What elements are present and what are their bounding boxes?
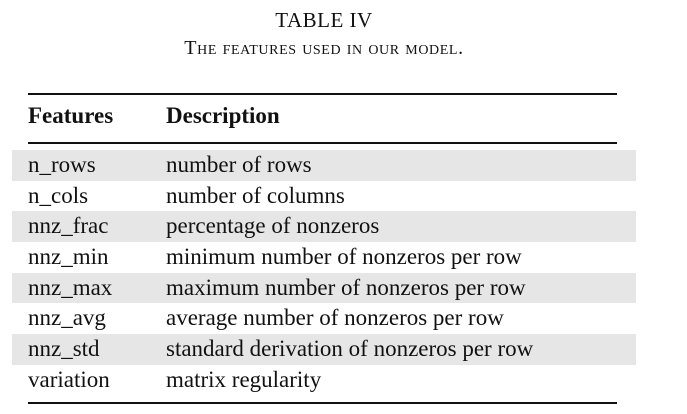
table-row: nnz_std standard derivation of nonzeros … bbox=[12, 334, 636, 365]
table-row: nnz_max maximum number of nonzeros per r… bbox=[12, 272, 636, 304]
feature-cell: nnz_min bbox=[28, 244, 109, 270]
table-row: n_rows number of rows bbox=[12, 150, 636, 181]
bottom-rule bbox=[28, 402, 617, 404]
feature-cell: nnz_std bbox=[28, 336, 100, 362]
feature-cell: nnz_avg bbox=[28, 305, 106, 331]
description-cell: maximum number of nonzeros per row bbox=[166, 274, 526, 300]
description-cell: standard derivation of nonzeros per row bbox=[166, 336, 534, 362]
description-cell: percentage of nonzeros bbox=[166, 213, 380, 239]
feature-cell: nnz_max bbox=[28, 274, 113, 300]
feature-cell: nnz_frac bbox=[28, 213, 109, 239]
description-column-header: Description bbox=[166, 103, 280, 128]
table-caption: The features used in our model. bbox=[184, 37, 464, 59]
description-cell: number of columns bbox=[166, 182, 345, 208]
table-body: n_rows number of rows n_cols number of c… bbox=[12, 150, 636, 396]
table-row: n_cols number of columns bbox=[12, 181, 636, 212]
table-row: nnz_frac percentage of nonzeros bbox=[12, 211, 636, 243]
description-cell: average number of nonzeros per row bbox=[166, 305, 504, 331]
feature-cell: n_rows bbox=[28, 152, 96, 177]
table-row: nnz_avg average number of nonzeros per r… bbox=[12, 303, 636, 334]
features-column-header: Features bbox=[28, 103, 114, 128]
feature-cell: n_cols bbox=[28, 182, 89, 208]
description-cell: minimum number of nonzeros per row bbox=[166, 244, 522, 270]
header-rule bbox=[28, 142, 617, 144]
description-cell: number of rows bbox=[166, 152, 312, 177]
feature-cell: variation bbox=[28, 366, 110, 392]
table-row: nnz_min minimum number of nonzeros per r… bbox=[12, 242, 636, 273]
table-label: TABLE IV bbox=[275, 8, 373, 32]
description-cell: matrix regularity bbox=[166, 366, 322, 392]
top-rule bbox=[28, 93, 617, 95]
table-row: variation matrix regularity bbox=[12, 365, 636, 396]
